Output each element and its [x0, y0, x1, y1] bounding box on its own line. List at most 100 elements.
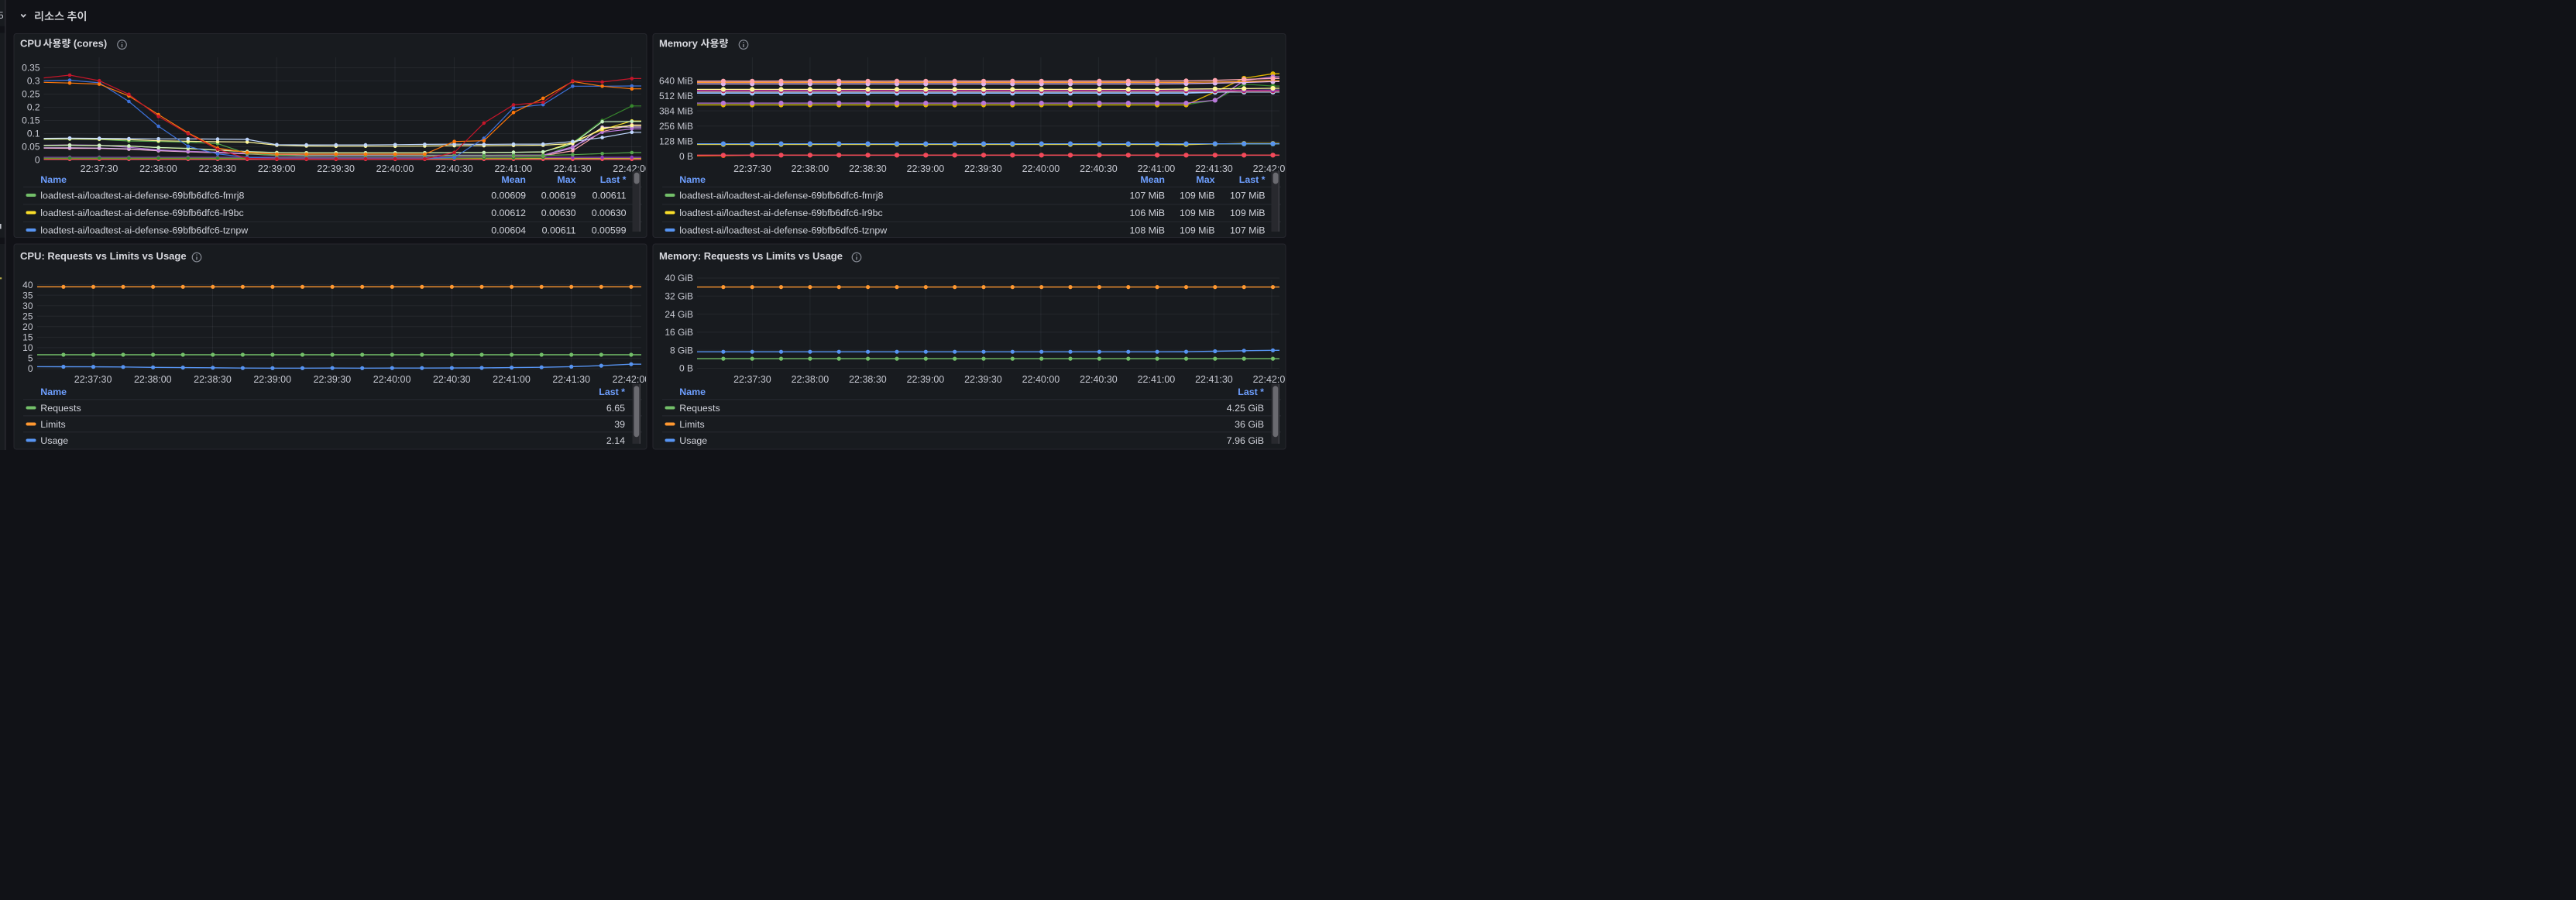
svg-text:0: 0 [35, 155, 40, 166]
svg-text:107 MiB: 107 MiB [1230, 190, 1265, 201]
svg-text:22:39:00: 22:39:00 [258, 163, 296, 174]
svg-text:8 GiB: 8 GiB [670, 345, 693, 356]
svg-text:22:40:30: 22:40:30 [435, 163, 473, 174]
svg-text:0.00609: 0.00609 [491, 190, 526, 201]
svg-text:0.00619: 0.00619 [541, 190, 576, 201]
svg-text:106 MiB: 106 MiB [1130, 208, 1165, 218]
svg-text:22:39:00: 22:39:00 [907, 163, 945, 174]
svg-text:25: 25 [22, 311, 33, 321]
svg-text:36 GiB: 36 GiB [1235, 419, 1264, 430]
svg-text:22:38:00: 22:38:00 [792, 374, 829, 385]
svg-text:256 MiB: 256 MiB [659, 121, 693, 132]
svg-text:Name: Name [679, 386, 706, 397]
svg-text:22:40:30: 22:40:30 [1080, 163, 1118, 174]
svg-text:2.14: 2.14 [606, 435, 625, 446]
svg-text:384 MiB: 384 MiB [659, 105, 693, 116]
svg-text:0.1: 0.1 [27, 129, 40, 139]
svg-text:22:37:30: 22:37:30 [733, 374, 771, 385]
svg-text:Limits: Limits [40, 419, 65, 430]
svg-text:7.96 GiB: 7.96 GiB [1227, 435, 1264, 446]
svg-text:512 MiB: 512 MiB [659, 91, 693, 101]
svg-text:22:39:00: 22:39:00 [253, 374, 291, 385]
svg-text:0.00611: 0.00611 [542, 225, 576, 235]
svg-text:6.65: 6.65 [606, 403, 625, 414]
svg-text:15: 15 [22, 332, 33, 343]
svg-text:Limits: Limits [679, 419, 704, 430]
svg-text:22:39:30: 22:39:30 [317, 163, 355, 174]
svg-text:109 MiB: 109 MiB [1180, 190, 1214, 201]
svg-text:39: 39 [614, 419, 625, 430]
svg-text:Mean: Mean [1140, 174, 1165, 185]
svg-text:Memory: Memory [659, 38, 699, 50]
svg-text:0.05: 0.05 [22, 142, 40, 153]
svg-text:22:41:00: 22:41:00 [1138, 163, 1176, 174]
svg-text:22:39:30: 22:39:30 [314, 374, 352, 385]
svg-text:Last *: Last * [599, 386, 625, 397]
svg-text:22:37:30: 22:37:30 [74, 374, 112, 385]
svg-text:32 GiB: 32 GiB [665, 291, 693, 302]
svg-text:22:37:30: 22:37:30 [81, 163, 118, 174]
svg-text:Usage: Usage [40, 435, 68, 446]
svg-text:10: 10 [22, 342, 33, 353]
svg-text:22:38:00: 22:38:00 [134, 374, 172, 385]
svg-text:Requests: Requests [679, 403, 720, 414]
svg-text:22:40:00: 22:40:00 [373, 374, 411, 385]
svg-text:0.00630: 0.00630 [541, 208, 576, 218]
svg-text:107 MiB: 107 MiB [1130, 190, 1165, 201]
svg-text:loadtest-ai/loadtest-ai-defens: loadtest-ai/loadtest-ai-defense-69bfb6df… [40, 208, 243, 218]
svg-text:22:41:30: 22:41:30 [1195, 163, 1233, 174]
svg-text:22:42:00: 22:42:00 [1253, 374, 1288, 385]
svg-text:0.3: 0.3 [27, 76, 40, 87]
svg-text:0.00630: 0.00630 [592, 208, 627, 218]
svg-text:22:40:00: 22:40:00 [1022, 163, 1060, 174]
svg-text:0 B: 0 B [679, 151, 693, 162]
svg-text:22:38:00: 22:38:00 [139, 163, 177, 174]
svg-text:107 MiB: 107 MiB [1230, 225, 1265, 235]
svg-text:22:39:30: 22:39:30 [964, 374, 1002, 385]
svg-text:Last *: Last * [1239, 174, 1266, 185]
svg-text:109 MiB: 109 MiB [1180, 225, 1214, 235]
svg-text:128 MiB: 128 MiB [659, 136, 693, 146]
svg-text:0.25: 0.25 [22, 89, 40, 100]
svg-text:5: 5 [28, 353, 33, 364]
svg-text:22:42:00: 22:42:00 [613, 374, 651, 385]
svg-text:24 GiB: 24 GiB [665, 309, 693, 320]
svg-text:22:41:30: 22:41:30 [554, 163, 592, 174]
svg-text:20: 20 [22, 321, 33, 332]
svg-text:22:40:00: 22:40:00 [376, 163, 414, 174]
svg-text:Last *: Last * [600, 174, 627, 185]
svg-text:30: 30 [22, 301, 33, 311]
svg-text:0: 0 [28, 363, 33, 374]
svg-text:16 GiB: 16 GiB [665, 327, 693, 338]
svg-text:22:40:30: 22:40:30 [433, 374, 471, 385]
svg-text:(cores): (cores) [74, 38, 107, 50]
svg-text:22:41:30: 22:41:30 [552, 374, 590, 385]
svg-text:0.00599: 0.00599 [592, 225, 627, 235]
svg-text:22:41:30: 22:41:30 [1195, 374, 1233, 385]
svg-text:Name: Name [679, 174, 706, 185]
svg-text:22:38:30: 22:38:30 [194, 374, 232, 385]
svg-text:22:41:00: 22:41:00 [1138, 374, 1176, 385]
svg-text:Name: Name [40, 386, 67, 397]
svg-text:22:37:30: 22:37:30 [733, 163, 771, 174]
svg-text:loadtest-ai/loadtest-ai-defens: loadtest-ai/loadtest-ai-defense-69bfb6df… [679, 225, 887, 235]
svg-text:loadtest-ai/loadtest-ai-defens: loadtest-ai/loadtest-ai-defense-69bfb6df… [40, 190, 244, 201]
svg-text:Last *: Last * [1238, 386, 1264, 397]
svg-text:Requests: Requests [40, 403, 81, 414]
svg-text:Mean: Mean [501, 174, 526, 185]
svg-text:22:42:00: 22:42:00 [1253, 163, 1288, 174]
svg-text:0.35: 0.35 [22, 63, 40, 74]
svg-text:108 MiB: 108 MiB [1130, 225, 1165, 235]
svg-text:22:39:00: 22:39:00 [907, 374, 945, 385]
svg-text:22:38:00: 22:38:00 [792, 163, 829, 174]
svg-text:22:40:00: 22:40:00 [1022, 374, 1060, 385]
svg-text:loadtest-ai/loadtest-ai-defens: loadtest-ai/loadtest-ai-defense-69bfb6df… [40, 225, 248, 235]
svg-text:35: 35 [22, 290, 33, 301]
svg-text:0.00611: 0.00611 [592, 190, 627, 201]
svg-text:22:38:30: 22:38:30 [849, 374, 887, 385]
svg-text:22:40:30: 22:40:30 [1080, 374, 1118, 385]
svg-text:CPU: Requests vs Limits vs Usa: CPU: Requests vs Limits vs Usage [20, 250, 187, 262]
svg-text:4.25 GiB: 4.25 GiB [1227, 403, 1264, 414]
svg-text:loadtest-ai/loadtest-ai-defens: loadtest-ai/loadtest-ai-defense-69bfb6df… [679, 190, 883, 201]
svg-text:22:42:00: 22:42:00 [613, 163, 651, 174]
